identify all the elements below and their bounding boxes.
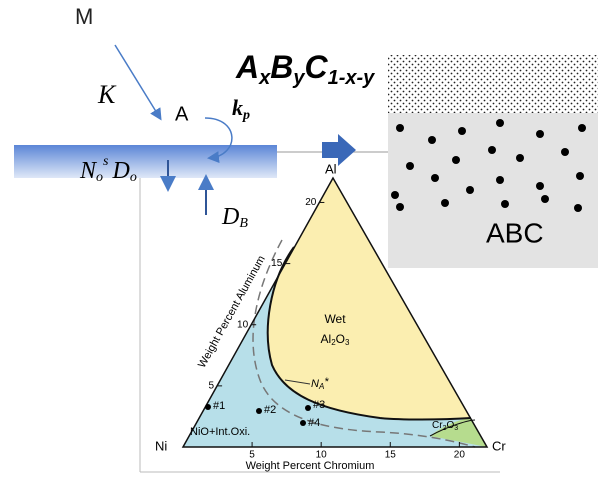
tick-label: 20 <box>454 450 466 461</box>
arrow <box>115 45 160 118</box>
label-kp: kp <box>232 95 250 123</box>
label-a: A <box>175 103 189 125</box>
region-label: NiO+Int.Oxi. <box>190 426 250 438</box>
apex-label: Cr <box>492 438 506 453</box>
gas-region <box>388 55 598 113</box>
region-label: Wet <box>324 312 346 326</box>
tick-label: 10 <box>237 319 249 330</box>
tick-label: 5 <box>209 381 215 392</box>
apex-label: Al <box>325 161 337 176</box>
tick-label: 15 <box>385 450 397 461</box>
point-label: #3 <box>313 399 325 411</box>
axis-title: Weight Percent Chromium <box>246 460 375 472</box>
point-label: #1 <box>213 400 225 412</box>
diagram: ABC M K A kp AxByC1-x-y NosDo DB 5101520… <box>0 0 601 478</box>
formula: AxByC1-x-y <box>235 49 375 89</box>
point-label: #4 <box>308 417 320 429</box>
label-m: M <box>75 4 93 29</box>
scale-layer <box>14 145 277 178</box>
diffusion-label: DB <box>221 204 248 232</box>
alloy-label: ABC <box>486 217 544 248</box>
tick-label: 20 <box>305 197 317 208</box>
label-k: K <box>97 80 117 109</box>
point-label: #2 <box>264 404 276 416</box>
tick-label: 15 <box>271 258 283 269</box>
apex-label: Ni <box>155 438 167 453</box>
